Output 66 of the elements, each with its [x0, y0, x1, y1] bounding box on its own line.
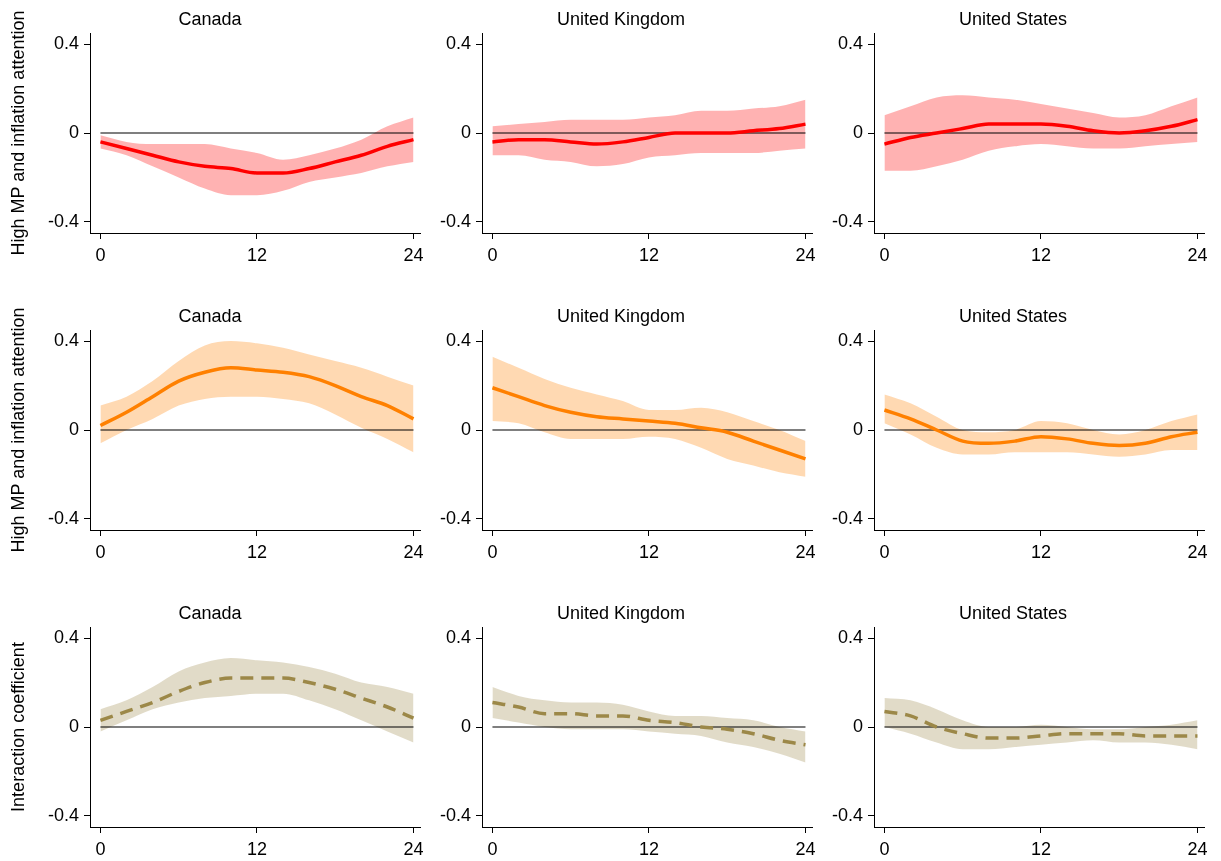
y-tick-label: -0.4	[439, 210, 471, 231]
y-tick-label: -0.4	[439, 507, 471, 528]
chart-title: United States	[958, 8, 1068, 29]
chart-title: United Kingdom	[556, 8, 686, 29]
x-tick-label: 24	[403, 541, 424, 562]
x-tick-label: 12	[246, 838, 267, 859]
y-tick-label: -0.4	[47, 210, 79, 231]
y-tick-label: 0.4	[837, 33, 863, 54]
x-tick-label: 24	[795, 541, 816, 562]
y-tick-label: 0.4	[837, 627, 863, 648]
x-tick-label: 12	[1030, 838, 1051, 859]
chart-title: Canada	[178, 602, 243, 623]
y-tick-label: 0	[852, 121, 863, 142]
x-tick-label: 0	[487, 244, 498, 265]
y-tick-label: 0.4	[53, 33, 79, 54]
y-tick-label: 0	[460, 418, 471, 439]
y-tick-label: -0.4	[47, 507, 79, 528]
y-tick-label: 0.4	[837, 330, 863, 351]
x-tick-label: 12	[638, 541, 659, 562]
x-tick-label: 0	[487, 541, 498, 562]
x-tick-label: 0	[95, 244, 106, 265]
y-tick-label: 0	[460, 121, 471, 142]
y-tick-label: 0	[68, 418, 79, 439]
chart-title: United Kingdom	[556, 602, 686, 623]
y-tick-label: -0.4	[831, 507, 863, 528]
chart-title: Canada	[178, 305, 243, 326]
x-tick-label: 0	[879, 541, 890, 562]
x-tick-label: 12	[1030, 541, 1051, 562]
x-tick-label: 0	[879, 838, 890, 859]
y-tick-label: -0.4	[831, 804, 863, 825]
y-tick-label: 0.4	[445, 33, 471, 54]
y-tick-label: 0.4	[445, 330, 471, 351]
y-tick-label: -0.4	[439, 804, 471, 825]
chart-title: United States	[958, 602, 1068, 623]
y-axis-title: Interaction coefficient	[7, 642, 28, 812]
x-tick-label: 0	[95, 838, 106, 859]
y-axis-title: High MP and inflation attention	[7, 10, 28, 256]
y-tick-label: 0	[460, 715, 471, 736]
x-tick-label: 24	[1187, 244, 1208, 265]
x-tick-label: 12	[638, 244, 659, 265]
x-tick-label: 12	[246, 541, 267, 562]
chart-title: United States	[958, 305, 1068, 326]
x-tick-label: 12	[638, 838, 659, 859]
x-tick-label: 12	[246, 244, 267, 265]
y-tick-label: 0.4	[53, 330, 79, 351]
x-tick-label: 12	[1030, 244, 1051, 265]
x-tick-label: 24	[1187, 838, 1208, 859]
x-tick-label: 0	[487, 838, 498, 859]
y-tick-label: 0	[852, 418, 863, 439]
y-axis-title: High MP and inflation attention	[7, 307, 28, 553]
y-tick-label: -0.4	[47, 804, 79, 825]
x-tick-label: 24	[403, 244, 424, 265]
x-tick-label: 24	[1187, 541, 1208, 562]
x-tick-label: 24	[795, 838, 816, 859]
x-tick-label: 0	[879, 244, 890, 265]
y-tick-label: 0	[852, 715, 863, 736]
x-tick-label: 0	[95, 541, 106, 562]
y-tick-label: 0.4	[53, 627, 79, 648]
y-tick-label: 0	[68, 715, 79, 736]
chart-title: Canada	[178, 8, 243, 29]
y-tick-label: 0	[68, 121, 79, 142]
y-tick-label: 0.4	[445, 627, 471, 648]
x-tick-label: 24	[795, 244, 816, 265]
y-tick-label: -0.4	[831, 210, 863, 231]
chart-title: United Kingdom	[556, 305, 686, 326]
x-tick-label: 24	[403, 838, 424, 859]
